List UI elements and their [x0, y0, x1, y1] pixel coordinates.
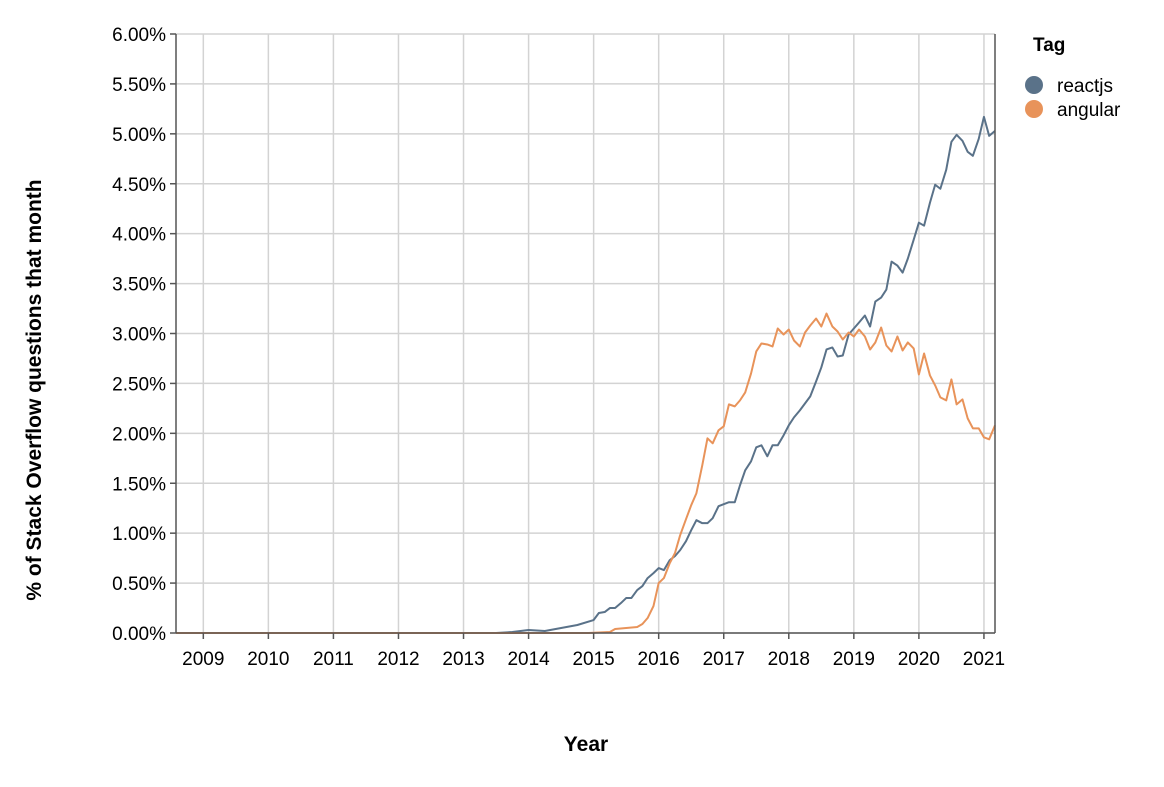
x-tick-label: 2019 [833, 649, 875, 670]
y-tick-label: 4.50% [112, 175, 166, 196]
y-tick-label: 6.00% [112, 25, 166, 46]
x-tick-label: 2014 [507, 649, 550, 670]
legend: Tag reactjs angular [1025, 35, 1121, 121]
legend-item-angular: angular [1025, 100, 1121, 121]
y-tick-label: 2.50% [112, 374, 166, 395]
legend-label-reactjs: reactjs [1057, 76, 1113, 97]
x-tick-label: 2020 [898, 649, 940, 670]
legend-label-angular: angular [1057, 100, 1121, 121]
legend-items: reactjs angular [1025, 76, 1121, 121]
x-tick-label: 2009 [182, 649, 224, 670]
y-axis-title: % of Stack Overflow questions that month [23, 179, 46, 600]
y-tick-label: 0.00% [112, 624, 166, 645]
series-line-reactjs [176, 115, 996, 634]
x-tick-label: 2017 [703, 649, 745, 670]
legend-item-reactjs: reactjs [1025, 76, 1113, 97]
grid [176, 33, 995, 634]
y-tick-label: 3.50% [112, 275, 166, 296]
y-tick-label: 3.00% [112, 325, 166, 346]
legend-title: Tag [1033, 35, 1065, 56]
x-tick-label: 2018 [768, 649, 810, 670]
y-tick-label: 1.50% [112, 474, 166, 495]
x-tick-label: 2015 [572, 649, 614, 670]
y-tick-label: 0.50% [112, 574, 166, 595]
y-tick-label: 5.00% [112, 125, 166, 146]
x-tick-label: 2021 [963, 649, 1005, 670]
x-tick-label: 2016 [638, 649, 680, 670]
series-lines [176, 115, 996, 634]
x-axis-title: Year [564, 733, 608, 756]
x-tick-label: 2010 [247, 649, 289, 670]
y-tick-label: 2.00% [112, 424, 166, 445]
x-tick-label: 2011 [313, 649, 354, 670]
legend-swatch-reactjs [1025, 76, 1043, 94]
y-tick-label: 4.00% [112, 225, 166, 246]
x-tick-label: 2012 [377, 649, 419, 670]
legend-swatch-angular [1025, 100, 1043, 118]
y-tick-label: 1.00% [112, 524, 166, 545]
x-tick-label: 2013 [442, 649, 484, 670]
y-tick-label: 5.50% [112, 75, 166, 96]
series-line-angular [176, 312, 996, 634]
axes: 0.00% 0.50% 1.00% 1.50% 2.00% 2.50% 3.00% 3.50%… [112, 25, 1005, 670]
